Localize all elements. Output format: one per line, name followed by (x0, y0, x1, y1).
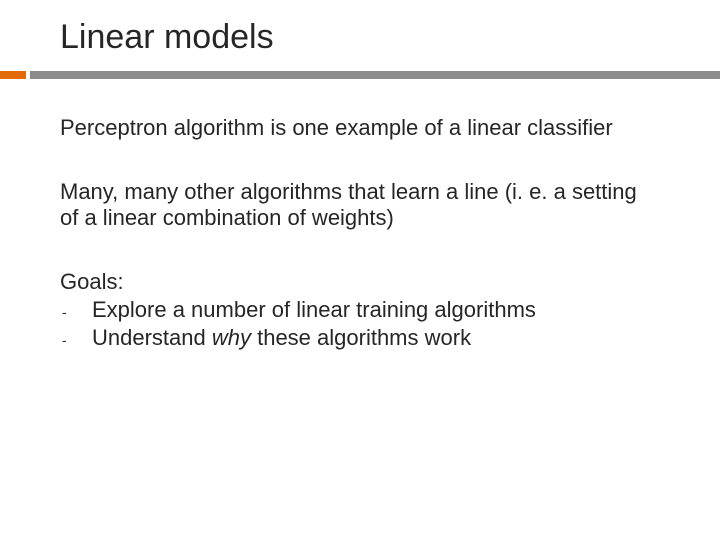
paragraph-2: Many, many other algorithms that learn a… (60, 179, 656, 231)
accent-bar-orange (0, 71, 26, 79)
slide: Linear models Perceptron algorithm is on… (0, 0, 720, 540)
goals-section: Goals: - Explore a number of linear trai… (60, 269, 656, 351)
accent-bar-gray (30, 71, 720, 79)
slide-body: Perceptron algorithm is one example of a… (54, 115, 666, 351)
bullet-dash: - (60, 332, 92, 349)
goal-2-prefix: Understand (92, 325, 212, 350)
slide-title: Linear models (60, 18, 666, 57)
bullet-dash: - (60, 304, 92, 321)
list-item: - Explore a number of linear training al… (60, 297, 656, 323)
list-item: - Understand why these algorithms work (60, 325, 656, 351)
goal-text-2: Understand why these algorithms work (92, 325, 471, 351)
goal-text-1: Explore a number of linear training algo… (92, 297, 536, 323)
goals-heading: Goals: (60, 269, 656, 295)
accent-bar (0, 71, 720, 79)
paragraph-1: Perceptron algorithm is one example of a… (60, 115, 656, 141)
goal-2-italic: why (212, 325, 251, 350)
goal-2-suffix: these algorithms work (251, 325, 471, 350)
